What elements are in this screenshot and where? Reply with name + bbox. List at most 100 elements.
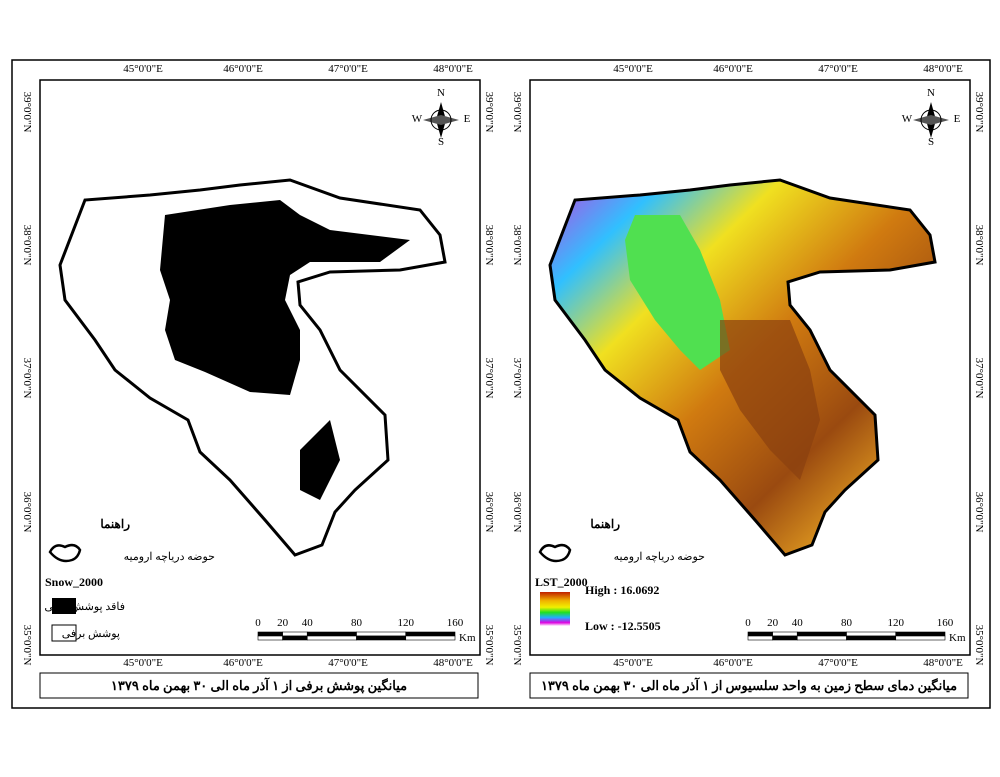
scale-unit: Km bbox=[949, 632, 966, 644]
scale-segment bbox=[282, 631, 308, 637]
legend-swatch bbox=[51, 624, 77, 642]
compass-label: E bbox=[464, 113, 471, 125]
compass-label: E bbox=[954, 113, 961, 125]
latitude-label: 38°0'0"N bbox=[973, 225, 985, 266]
longitude-label: 48°0'0"E bbox=[433, 63, 473, 75]
legend-item: پوشش برفی bbox=[62, 628, 120, 640]
latitude-label: 39°0'0"N bbox=[21, 92, 33, 133]
scale-label: 120 bbox=[398, 617, 415, 629]
latitude-label: 38°0'0"N bbox=[21, 225, 33, 266]
longitude-label: 47°0'0"E bbox=[328, 63, 368, 75]
scale-label: 0 bbox=[745, 617, 751, 629]
longitude-label: 46°0'0"E bbox=[713, 657, 753, 669]
longitude-label: 45°0'0"E bbox=[613, 63, 653, 75]
outer-frame bbox=[11, 59, 991, 709]
scale-segment bbox=[796, 635, 847, 641]
latitude-label: 35°0'0"N bbox=[21, 625, 33, 666]
lake bbox=[625, 215, 730, 370]
caption: میانگین پوشش برفی از ۱ آذر ماه الی ۳۰ به… bbox=[111, 677, 407, 694]
color-ramp bbox=[540, 592, 570, 626]
caption: میانگین دمای سطح زمین به واحد سلسیوس از … bbox=[541, 677, 957, 694]
scale-label: 20 bbox=[767, 617, 779, 629]
scale-segment bbox=[747, 635, 773, 641]
compass-label: W bbox=[902, 113, 913, 125]
north-arrow bbox=[430, 109, 452, 131]
compass-label: N bbox=[437, 87, 445, 99]
scale-segment bbox=[846, 635, 897, 641]
longitude-label: 48°0'0"E bbox=[433, 657, 473, 669]
scale-label: 80 bbox=[841, 617, 853, 629]
scale-segment bbox=[895, 631, 946, 637]
scale-segment bbox=[257, 635, 283, 641]
scale-segment bbox=[405, 631, 456, 637]
scale-segment bbox=[306, 635, 357, 641]
latitude-label: 39°0'0"N bbox=[511, 92, 523, 133]
latitude-label: 39°0'0"N bbox=[483, 92, 495, 133]
basin-symbol bbox=[48, 543, 82, 563]
scale-label: 160 bbox=[447, 617, 464, 629]
latitude-label: 37°0'0"N bbox=[973, 358, 985, 399]
scale-segment bbox=[257, 631, 283, 637]
scale-segment bbox=[772, 631, 798, 637]
scale-segment bbox=[306, 631, 357, 637]
caption-box bbox=[39, 672, 479, 699]
legend-title: راهنما bbox=[100, 517, 130, 532]
longitude-label: 47°0'0"E bbox=[818, 63, 858, 75]
scale-label: 160 bbox=[937, 617, 954, 629]
map-panel: 45°0'0"E 45°0'0"E 46°0'0"E 46°0'0"E 47°0'0"E… bbox=[511, 63, 985, 699]
longitude-label: 46°0'0"E bbox=[223, 63, 263, 75]
latitude-label: 36°0'0"N bbox=[21, 492, 33, 533]
scale-segment bbox=[356, 631, 407, 637]
scale-segment bbox=[895, 635, 946, 641]
legend-item: Low : -12.5505 bbox=[585, 619, 661, 633]
latitude-label: 35°0'0"N bbox=[511, 625, 523, 666]
longitude-label: 46°0'0"E bbox=[223, 657, 263, 669]
scale-unit: Km bbox=[459, 632, 476, 644]
longitude-label: 47°0'0"E bbox=[328, 657, 368, 669]
map-frame bbox=[39, 79, 481, 656]
scale-segment bbox=[282, 635, 308, 641]
scale-segment bbox=[772, 635, 798, 641]
latitude-label: 35°0'0"N bbox=[483, 625, 495, 666]
legend-item: فاقد پوشش برفی bbox=[44, 601, 125, 613]
latitude-label: 35°0'0"N bbox=[973, 625, 985, 666]
compass-label: S bbox=[438, 136, 444, 148]
longitude-label: 45°0'0"E bbox=[123, 63, 163, 75]
compass-label: W bbox=[412, 113, 423, 125]
latitude-label: 36°0'0"N bbox=[511, 492, 523, 533]
scale-label: 40 bbox=[302, 617, 314, 629]
legend-swatch bbox=[52, 598, 76, 614]
latitude-label: 37°0'0"N bbox=[483, 358, 495, 399]
legend-item: High : 16.0692 bbox=[585, 583, 659, 597]
latitude-label: 38°0'0"N bbox=[483, 225, 495, 266]
basin-symbol bbox=[538, 543, 572, 563]
scale-segment bbox=[796, 631, 847, 637]
north-arrow bbox=[920, 109, 942, 131]
latitude-label: 37°0'0"N bbox=[511, 358, 523, 399]
latitude-label: 39°0'0"N bbox=[973, 92, 985, 133]
map-frame bbox=[529, 79, 971, 656]
scale-label: 120 bbox=[888, 617, 905, 629]
scale-label: 0 bbox=[255, 617, 261, 629]
legend-title: راهنما bbox=[590, 517, 620, 532]
layer-name: Snow_2000 bbox=[45, 575, 103, 589]
north-arrow bbox=[913, 115, 949, 125]
compass-label: S bbox=[928, 136, 934, 148]
scale-label: 20 bbox=[277, 617, 289, 629]
scale-label: 80 bbox=[351, 617, 363, 629]
compass-label: N bbox=[927, 87, 935, 99]
scale-segment bbox=[747, 631, 773, 637]
longitude-label: 48°0'0"E bbox=[923, 63, 963, 75]
latitude-label: 36°0'0"N bbox=[973, 492, 985, 533]
map-panel: 45°0'0"E 45°0'0"E 46°0'0"E 46°0'0"E 47°0'0"E… bbox=[21, 63, 495, 699]
scale-segment bbox=[405, 635, 456, 641]
latitude-label: 36°0'0"N bbox=[483, 492, 495, 533]
scale-label: 40 bbox=[792, 617, 804, 629]
longitude-label: 45°0'0"E bbox=[123, 657, 163, 669]
north-arrow bbox=[423, 115, 459, 125]
longitude-label: 46°0'0"E bbox=[713, 63, 753, 75]
latitude-label: 38°0'0"N bbox=[511, 225, 523, 266]
longitude-label: 47°0'0"E bbox=[818, 657, 858, 669]
layer-name: LST_2000 bbox=[535, 575, 588, 589]
